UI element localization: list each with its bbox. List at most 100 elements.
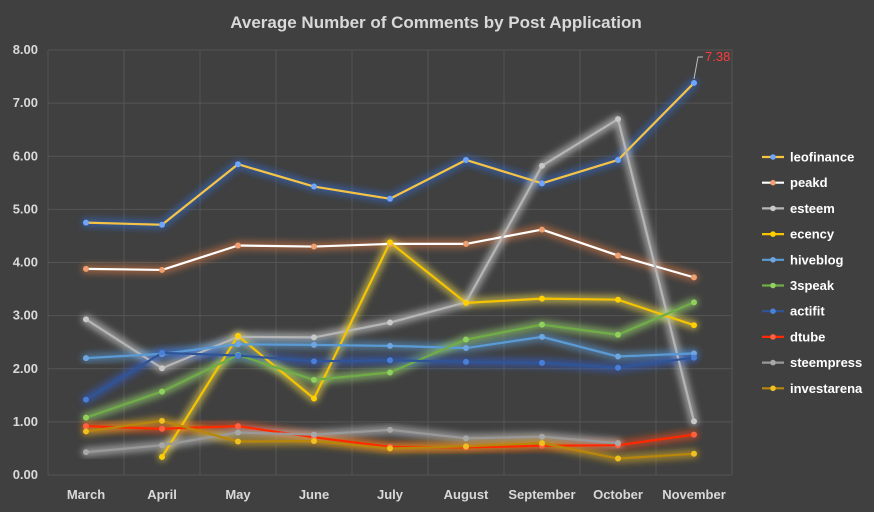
data-label: 7.38	[705, 49, 730, 64]
data-point-leofinance	[235, 161, 241, 168]
x-tick-label: August	[444, 487, 489, 502]
data-point-esteem	[539, 162, 545, 169]
data-point-3speak	[539, 321, 545, 328]
series-line-steempress	[84, 428, 620, 454]
data-point-ecency	[387, 239, 393, 246]
data-point-actifit	[691, 354, 697, 361]
data-point-hiveblog	[387, 342, 393, 349]
data-point-esteem	[387, 319, 393, 326]
data-point-peakd	[311, 243, 317, 250]
data-point-actifit	[83, 396, 89, 403]
legend-label-esteem: esteem	[790, 201, 835, 216]
legend-label-hiveblog: hiveblog	[790, 252, 844, 267]
legend-marker-ecency	[770, 231, 776, 237]
data-point-steempress	[615, 440, 621, 447]
data-point-esteem	[615, 116, 621, 123]
data-point-actifit	[159, 349, 165, 356]
data-point-ecency	[159, 453, 165, 460]
data-point-leofinance	[539, 180, 545, 187]
legend-label-steempress: steempress	[790, 355, 862, 370]
legend-label-actifit: actifit	[790, 304, 825, 319]
data-point-hiveblog	[691, 350, 697, 357]
data-point-esteem	[83, 316, 89, 323]
data-point-leofinance	[615, 156, 621, 163]
data-point-investarena	[311, 438, 317, 444]
data-point-dtube	[235, 423, 241, 430]
x-tick-label: July	[377, 487, 404, 502]
data-point-steempress	[159, 442, 165, 449]
data-point-investarena	[159, 417, 165, 424]
data-point-esteem	[311, 334, 317, 341]
annotation-leader	[693, 56, 703, 80]
data-point-ecency	[463, 299, 469, 306]
x-tick-label: May	[225, 487, 251, 502]
data-point-leofinance	[311, 183, 317, 190]
data-point-esteem	[691, 418, 697, 425]
data-point-3speak	[691, 299, 697, 306]
legend-marker-esteem	[770, 205, 776, 212]
y-tick-label: 6.00	[13, 148, 38, 163]
data-point-leofinance	[387, 195, 393, 202]
data-point-peakd	[615, 252, 621, 259]
y-tick-label: 4.00	[13, 255, 38, 270]
data-point-leofinance	[159, 221, 165, 228]
data-point-steempress	[463, 435, 469, 442]
data-point-3speak	[615, 331, 621, 338]
data-point-investarena	[539, 440, 545, 447]
data-point-steempress	[235, 429, 241, 436]
x-tick-label: June	[299, 487, 329, 502]
y-tick-label: 1.00	[13, 414, 38, 429]
data-point-hiveblog	[83, 355, 89, 362]
x-tick-label: April	[147, 487, 177, 502]
data-point-ecency	[311, 395, 317, 402]
legend-marker-leofinance	[770, 154, 776, 160]
data-point-peakd	[691, 274, 697, 281]
y-tick-label: 0.00	[13, 467, 38, 482]
data-point-steempress	[539, 433, 545, 440]
data-point-actifit	[615, 364, 621, 371]
data-point-investarena	[691, 450, 697, 457]
legend-label-3speak: 3speak	[790, 278, 835, 293]
data-point-dtube	[83, 423, 89, 430]
data-point-ecency	[691, 322, 697, 329]
chart-title: Average Number of Comments by Post Appli…	[230, 13, 642, 32]
legend-marker-actifit	[770, 308, 776, 315]
data-point-3speak	[463, 336, 469, 343]
data-point-peakd	[539, 226, 545, 233]
data-point-hiveblog	[463, 345, 469, 352]
data-point-leofinance	[463, 156, 469, 163]
data-point-dtube	[691, 431, 697, 438]
data-point-investarena	[387, 445, 393, 452]
legend-marker-steempress	[770, 359, 776, 366]
legend-label-leofinance: leofinance	[790, 150, 854, 165]
data-point-hiveblog	[615, 353, 621, 360]
data-point-steempress	[387, 426, 393, 433]
data-point-actifit	[311, 358, 317, 365]
legend-label-dtube: dtube	[790, 329, 825, 344]
y-tick-label: 8.00	[13, 42, 38, 57]
legend-marker-dtube	[770, 334, 776, 340]
legend-marker-hiveblog	[770, 257, 776, 263]
y-tick-label: 5.00	[13, 201, 38, 216]
data-point-actifit	[235, 352, 241, 359]
data-point-hiveblog	[235, 341, 241, 348]
data-point-dtube	[159, 425, 165, 432]
legend-label-investarena: investarena	[790, 381, 863, 396]
data-point-investarena	[83, 428, 89, 435]
y-tick-label: 7.00	[13, 95, 38, 110]
data-point-steempress	[83, 449, 89, 456]
series-line-ecency	[160, 241, 696, 459]
data-point-3speak	[311, 376, 317, 383]
data-point-actifit	[539, 359, 545, 366]
data-point-ecency	[615, 296, 621, 303]
data-point-investarena	[235, 438, 241, 445]
data-point-esteem	[159, 365, 165, 372]
data-point-investarena	[615, 455, 621, 462]
data-point-actifit	[463, 358, 469, 365]
x-tick-label: November	[662, 487, 726, 502]
data-point-investarena	[463, 443, 469, 450]
data-point-peakd	[235, 242, 241, 249]
legend-marker-peakd	[770, 179, 776, 186]
data-point-peakd	[83, 265, 89, 272]
